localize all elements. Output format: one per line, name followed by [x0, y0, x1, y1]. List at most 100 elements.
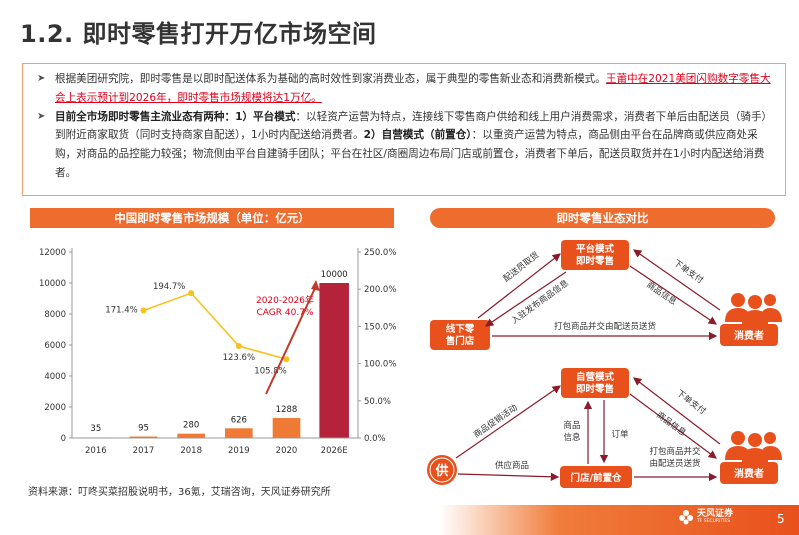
summary-bullet-1: ➤ 根据美团研究院，即时零售是以即时配送体系为基础的高时效性到家消费业态，属于典… — [37, 70, 771, 108]
cagr-label-line1: 2020-2026年 — [256, 294, 314, 306]
summary-box: ➤ 根据美团研究院，即时零售是以即时配送体系为基础的高时效性到家消费业态，属于典… — [22, 63, 786, 196]
arrow-bullet-icon: ➤ — [37, 73, 46, 84]
y-left-tick-label: 2000 — [44, 403, 66, 413]
edge-info2-label: 商品信息 — [654, 410, 688, 439]
edge-order2-label: 订单 — [611, 429, 629, 440]
y-left-tick-label: 6000 — [44, 341, 66, 351]
bullet-1-text: 根据美团研究院，即时零售是以即时配送体系为基础的高时效性到家消费业态，属于典型的… — [55, 73, 606, 85]
x-tick-label: 2018 — [180, 446, 202, 456]
edge-order-label: 下单支付 — [671, 257, 706, 286]
consumer-icon — [725, 431, 782, 462]
logo-subtext: TF SECURITIES — [697, 519, 731, 524]
bar-value-label: 10000 — [321, 270, 348, 280]
edge-goods-info-line2: 信息 — [563, 432, 581, 443]
growth-value-label: 171.4% — [105, 305, 137, 315]
platform-node — [561, 240, 629, 270]
growth-point — [283, 356, 290, 363]
edge-publish-label: 入驻发布商品信息 — [509, 277, 571, 326]
self-node — [561, 368, 629, 398]
bar — [319, 283, 349, 438]
edge-supply-to-self — [455, 385, 561, 459]
edge-deliver2-line2: 由配送员送货 — [649, 458, 701, 469]
y-left-axis: 0 2000 4000 6000 8000 10000 12000 — [39, 248, 73, 444]
growth-point — [188, 290, 195, 297]
edge-goods-info-line1: 商品 — [563, 420, 580, 431]
bullet-2-bold-1: 目前全市场即时零售主流业态有两种：1）平台模式 — [55, 110, 296, 123]
x-axis: 2016 2017 2018 2019 2020 2026E — [72, 437, 358, 456]
edge-consumer-to-platform — [633, 249, 721, 311]
consumer-node — [720, 462, 778, 484]
edge-platform-to-consumer — [629, 265, 717, 325]
bar — [177, 433, 205, 438]
y-right-tick-label: 50.0% — [364, 397, 391, 407]
platform-node-line2: 即时零售 — [576, 255, 614, 267]
bar-value-label: 626 — [231, 415, 247, 425]
growth-value-label: 105.8% — [254, 366, 286, 376]
growth-line — [143, 292, 287, 361]
x-tick-label: 2016 — [85, 446, 107, 456]
y-right-axis: 0.0% 50.0% 100.0% 150.0% 200.0% 250.0% — [357, 248, 396, 444]
logo-text: 天风证券 — [697, 509, 734, 519]
logo-flower-icon — [678, 509, 694, 525]
bar-value-label: 95 — [138, 424, 149, 434]
growth-value-label: 194.7% — [153, 282, 185, 292]
edge-pickup-label: 配送员取货 — [501, 249, 542, 284]
bar — [272, 418, 301, 438]
cagr-arrow — [265, 285, 317, 395]
edge-info-label: 商品信息 — [644, 279, 679, 307]
y-left-tick-label: 12000 — [39, 248, 66, 258]
self-operated-section: 自营模式 即时零售 门店/前置仓 供 消费者 商品促销活动 商品 信息 订单 下… — [427, 368, 782, 488]
y-right-tick-label: 200.0% — [364, 285, 396, 295]
y-left-tick-label: 0 — [61, 434, 66, 444]
y-right-tick-label: 100.0% — [364, 360, 396, 370]
business-model-diagram: 平台模式 即时零售 线下零 售门店 消费者 配送员取货 入驻发布商品信息 下单支… — [427, 240, 782, 488]
source-note: 资料来源：叮咚买菜招股说明书，36氪，艾瑞咨询，天风证券研究所 — [28, 487, 331, 498]
growth-point — [140, 307, 147, 314]
platform-node-line1: 平台模式 — [576, 243, 615, 255]
edge-deliver-label: 打包商品并交由配送员送货 — [554, 321, 657, 332]
market-size-chart: 0 2000 4000 6000 8000 10000 12000 0.0% 50.0% 100… — [39, 248, 396, 456]
y-right-tick-label: 0.0% — [364, 434, 386, 444]
growth-value-label: 123.6% — [223, 353, 255, 363]
warehouse-label: 门店/前置仓 — [571, 472, 622, 484]
store-node — [430, 320, 490, 350]
bar-value-label: 35 — [90, 424, 101, 434]
edge-consumer-to-self — [633, 377, 721, 445]
bullet-2-bold-2: 2）自营模式（前置仓） — [363, 129, 472, 142]
bullet-2-text-1: ：以轻资产运营为特点，连接线下零售商户供给和线上用户消费需求，消费者下单后由配送… — [55, 110, 767, 142]
bar-value-label: 1288 — [276, 405, 298, 415]
summary-bullet-2: ➤ 目前全市场即时零售主流业态有两种：1）平台模式：以轻资产运营为特点，连接线下… — [37, 108, 771, 183]
x-tick-label: 2026E — [321, 446, 348, 456]
y-left-tick-label: 10000 — [39, 279, 66, 289]
y-right-tick-label: 150.0% — [364, 322, 396, 332]
self-node-line1: 自营模式 — [576, 371, 615, 383]
consumer-label: 消费者 — [734, 467, 764, 480]
cagr-arrowhead-icon — [311, 280, 320, 291]
platform-model-section: 平台模式 即时零售 线下零 售门店 消费者 配送员取货 入驻发布商品信息 下单支… — [430, 240, 782, 350]
diagram-panel-title: 即时零售业态对比 — [430, 208, 775, 228]
cagr-annotation: 2020-2026年 CAGR 40.7% — [256, 280, 320, 395]
y-left-tick-label: 8000 — [44, 310, 66, 320]
arrow-bullet-icon: ➤ — [37, 110, 46, 122]
y-left-tick-label: 4000 — [44, 372, 66, 382]
bullet-1-highlight: 王莆中在2021美团闪购数字零售大会上表示预计到2026年，即时零售市场规模将达… — [55, 73, 771, 104]
self-node-line2: 即时零售 — [576, 383, 614, 395]
warehouse-node — [560, 466, 632, 488]
y-right-tick-label: 250.0% — [364, 248, 396, 258]
edge-store-to-platform — [477, 253, 561, 319]
growth-point — [235, 343, 242, 350]
x-tick-label: 2017 — [133, 446, 155, 456]
supply-label: 供 — [434, 463, 448, 479]
x-tick-label: 2020 — [276, 446, 298, 456]
bar — [225, 428, 253, 438]
page-number: 5 — [777, 512, 785, 526]
consumer-icon — [725, 293, 782, 324]
chart-panel-title: 中国即时零售市场规模（单位：亿元） — [30, 208, 394, 228]
store-node-line2: 售门店 — [446, 335, 475, 347]
bars-group: 35 95 280 626 1288 10000 — [82, 270, 349, 439]
page-title: 1.2. 即时零售打开万亿市场空间 — [20, 20, 377, 48]
bar-value-label: 280 — [183, 421, 199, 431]
x-tick-label: 2019 — [228, 446, 250, 456]
bullet-2-text-2: ：以重资产运营为特点，商品侧由平台在品牌商或供应商处采购，对商品的品控能力较强；… — [55, 129, 765, 179]
edge-self-to-consumer — [629, 393, 717, 459]
